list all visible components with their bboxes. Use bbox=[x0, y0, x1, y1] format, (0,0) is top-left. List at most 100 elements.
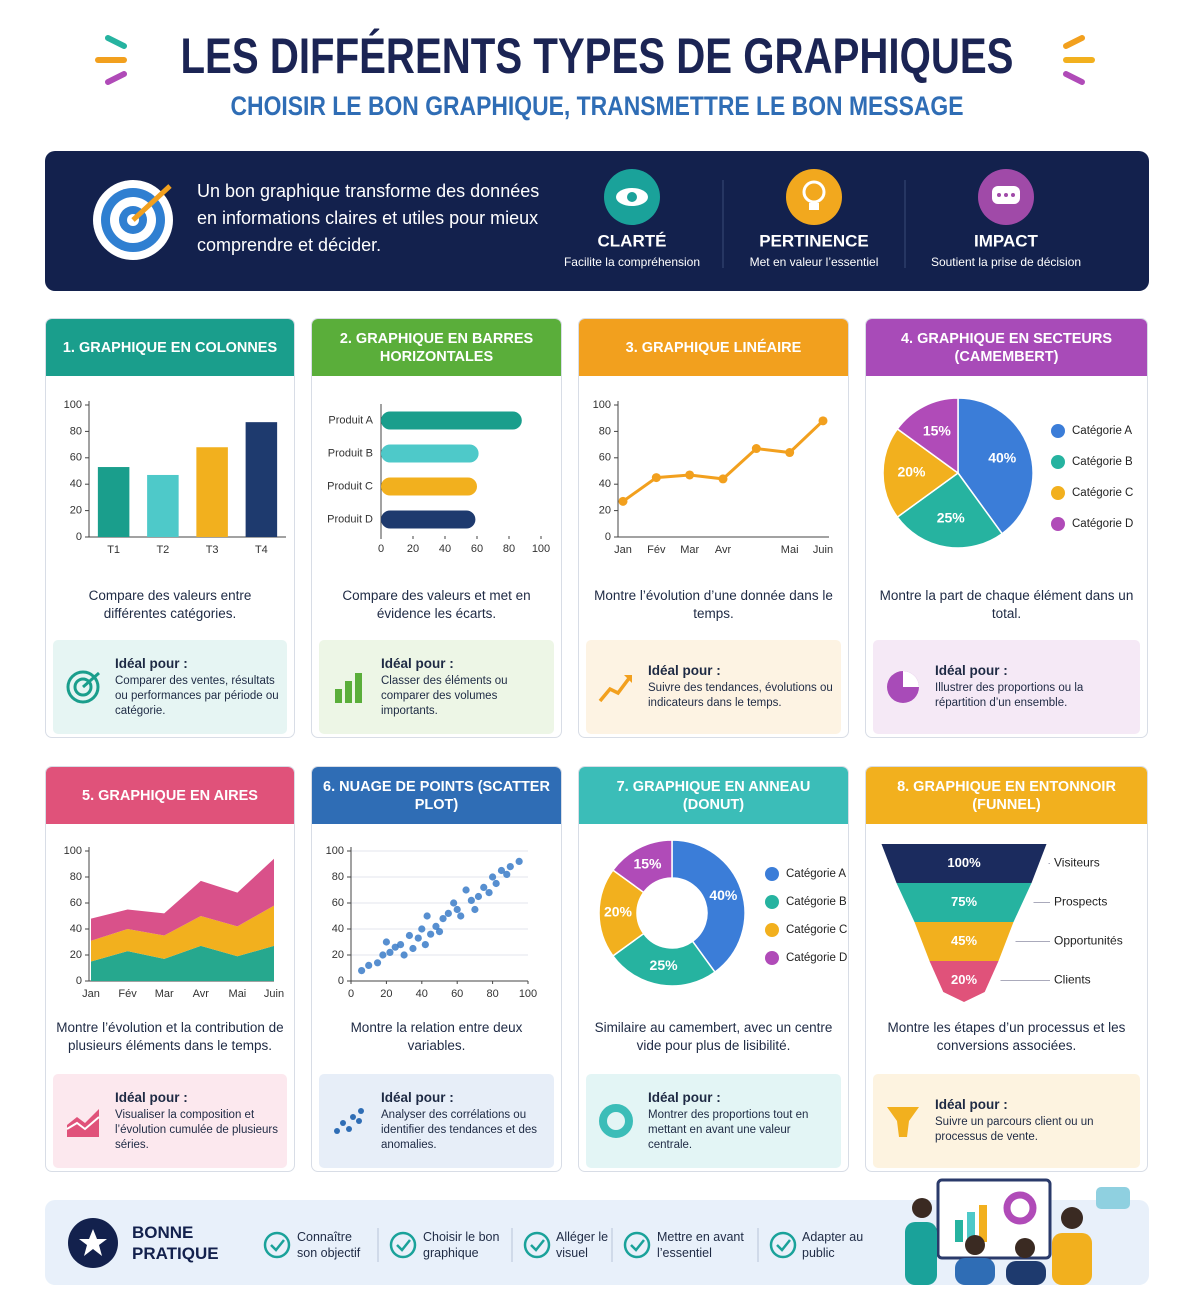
point bbox=[444, 909, 452, 917]
check bbox=[523, 1231, 551, 1259]
y-tick-label: 80 bbox=[599, 425, 611, 437]
pupil bbox=[627, 192, 637, 202]
ideal-text: Classer des éléments ou comparer des vol… bbox=[381, 674, 508, 717]
y-tick-label: 20 bbox=[599, 505, 611, 517]
bar bbox=[381, 477, 477, 496]
y-tick-label: 60 bbox=[70, 452, 82, 464]
y-tick-label: Produit C bbox=[327, 480, 373, 492]
ideal-label: Idéal pour : bbox=[115, 1089, 188, 1105]
icon-shape bbox=[67, 1109, 99, 1137]
icon-shape bbox=[624, 675, 632, 683]
person-head bbox=[1015, 1238, 1035, 1258]
y-tick-label: 0 bbox=[605, 531, 611, 543]
card-title: 5. GRAPHIQUE EN AIRES bbox=[82, 787, 258, 804]
x-tick-label: Avr bbox=[193, 988, 210, 1000]
ideal-text: Illustrer des proportions ou la répartit… bbox=[935, 682, 1084, 709]
footer-item: Adapter au public bbox=[802, 1230, 864, 1260]
bar bbox=[381, 510, 476, 529]
x-tick-label: 20 bbox=[380, 988, 392, 1000]
point bbox=[489, 873, 497, 881]
stage-label: Prospects bbox=[1054, 895, 1107, 909]
legend-label: Catégorie A bbox=[1072, 425, 1132, 437]
x-tick-label: 100 bbox=[519, 988, 537, 1000]
ideal-box: Idéal pour : Montrer des proportions tout… bbox=[586, 1074, 841, 1168]
x-tick-label: T3 bbox=[206, 544, 219, 556]
point bbox=[391, 943, 399, 951]
check bbox=[389, 1231, 417, 1259]
data-label: 40% bbox=[988, 449, 1017, 465]
chart: 0 20 40 60 80 100 0 20 40 60 80 100 bbox=[326, 845, 538, 1000]
legend-label: Catégorie C bbox=[1072, 487, 1133, 499]
point bbox=[492, 879, 500, 888]
page-title: LES DIFFÉRENTS TYPES DE GRAPHIQUES bbox=[181, 28, 1014, 84]
data-label: 25% bbox=[937, 510, 966, 526]
legend-label: Catégorie C bbox=[786, 924, 847, 936]
person-head bbox=[1061, 1207, 1083, 1229]
y-tick-label: 100 bbox=[593, 399, 611, 411]
speech-bubble bbox=[1096, 1187, 1130, 1209]
dot bbox=[997, 193, 1001, 197]
x-tick-label: Juin bbox=[264, 988, 284, 1000]
ideal-label: Idéal pour : bbox=[935, 1097, 1008, 1112]
funnel-stage bbox=[914, 922, 1014, 961]
x-tick-label: Mai bbox=[229, 988, 247, 1000]
chart-card: 6. NUAGE DE POINTS (SCATTER PLOT) 0 20 40 60… bbox=[311, 766, 562, 1172]
card-header: 1. GRAPHIQUE EN COLONNES bbox=[46, 319, 294, 376]
card-description: Montre l’évolution d’une donnée dans le … bbox=[594, 588, 833, 621]
illustration bbox=[905, 1178, 1130, 1285]
y-tick-label: 40 bbox=[332, 923, 344, 935]
y-tick-label: Produit A bbox=[328, 414, 373, 426]
y-tick-label: 60 bbox=[332, 897, 344, 909]
x-tick-label: Mar bbox=[155, 988, 174, 1000]
x-tick-label: 40 bbox=[439, 543, 451, 555]
icon-shape bbox=[66, 670, 100, 704]
icon-shape bbox=[82, 671, 100, 689]
point bbox=[435, 928, 444, 936]
donut-segment bbox=[611, 839, 673, 894]
card-description: Montre l’évolution et la contribution de… bbox=[56, 1020, 284, 1053]
y-tick-label: Produit B bbox=[328, 447, 373, 459]
y-tick-label: 40 bbox=[70, 478, 82, 490]
ideal-text: Suivre un parcours client ou un processu… bbox=[935, 1116, 1094, 1143]
point bbox=[409, 944, 417, 953]
chart: 0 20 40 60 80 100 Jan Fév Mar Avr Mai Juin bbox=[64, 845, 284, 1000]
point bbox=[423, 912, 431, 920]
x-tick-label: 100 bbox=[532, 543, 550, 555]
footer-item: Alléger le visuel bbox=[556, 1230, 609, 1260]
ideal-label: Idéal pour : bbox=[648, 663, 721, 678]
check bbox=[769, 1231, 797, 1259]
point bbox=[497, 866, 506, 875]
point bbox=[474, 892, 483, 901]
x-tick-label: Fév bbox=[647, 544, 666, 556]
y-tick-label: 100 bbox=[64, 399, 82, 411]
point bbox=[405, 931, 414, 940]
point bbox=[382, 938, 390, 946]
legend-label: Catégorie D bbox=[1072, 518, 1133, 530]
card-title: 8. GRAPHIQUE EN ENTONNOIR (FUNNEL) bbox=[897, 778, 1116, 813]
point bbox=[467, 896, 475, 904]
y-tick-label: 40 bbox=[599, 478, 611, 490]
dot bbox=[1004, 193, 1008, 197]
dash bbox=[105, 35, 127, 49]
x-tick-label: Juin bbox=[813, 544, 833, 556]
chart-card: 2. GRAPHIQUE EN BARRES HORIZONTALES 0 20 40… bbox=[311, 318, 562, 738]
ideal-icon bbox=[335, 673, 362, 703]
card-header: 3. GRAPHIQUE LINÉAIRE bbox=[579, 319, 848, 376]
card-header: 5. GRAPHIQUE EN AIRES bbox=[46, 767, 294, 824]
x-tick-label: 0 bbox=[378, 543, 384, 555]
chart-card: 1. GRAPHIQUE EN COLONNES 0 20 40 60 80 100 T1 T2… bbox=[45, 318, 295, 738]
card-title: 1. GRAPHIQUE EN COLONNES bbox=[62, 339, 278, 356]
data-label: 15% bbox=[633, 856, 662, 872]
icon-circle bbox=[786, 169, 842, 225]
x-tick-label: 0 bbox=[348, 988, 354, 1000]
x-tick-label: 40 bbox=[416, 988, 428, 1000]
card-title: 3. GRAPHIQUE LINÉAIRE bbox=[625, 339, 802, 356]
bar bbox=[381, 444, 479, 463]
area bbox=[91, 945, 274, 981]
footer-band bbox=[45, 1200, 1149, 1285]
chart: 0 20 40 60 80 100 T1 T2 T3 T4 bbox=[64, 399, 286, 556]
chart-card: 4. GRAPHIQUE EN SECTEURS (CAMEMBERT) 40% C… bbox=[865, 318, 1148, 738]
check-mark bbox=[630, 1239, 645, 1252]
pillar-text: Met en valeur l’essentiel bbox=[750, 255, 879, 269]
chart: 0 20 40 60 80 100 Produit A Produit B Produit C P… bbox=[327, 404, 550, 555]
